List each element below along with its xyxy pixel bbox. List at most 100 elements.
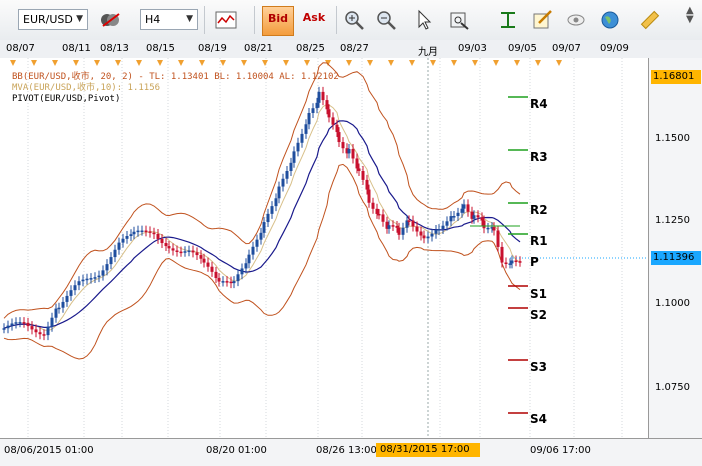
candle-body bbox=[492, 227, 496, 231]
candle-body bbox=[407, 220, 411, 222]
candle-body bbox=[77, 281, 81, 286]
candle-body bbox=[65, 295, 69, 302]
price-tick: 1.1000 bbox=[655, 298, 690, 309]
candle-body bbox=[217, 278, 221, 282]
candle-body bbox=[289, 162, 293, 172]
candle-body bbox=[148, 231, 152, 233]
candle-body bbox=[456, 212, 460, 217]
candle-body bbox=[156, 233, 160, 239]
candle-body bbox=[38, 332, 42, 335]
candle-body bbox=[61, 301, 65, 308]
candle-body bbox=[434, 229, 438, 234]
bollinger-upper-line bbox=[3, 62, 521, 319]
candle-body bbox=[357, 168, 361, 171]
candle-body bbox=[42, 334, 46, 336]
event-marker-icon bbox=[367, 60, 373, 66]
crosshair-icon[interactable] bbox=[446, 6, 474, 34]
draw-icon[interactable] bbox=[528, 6, 556, 34]
candle-body bbox=[109, 257, 113, 265]
candle-body bbox=[125, 236, 129, 239]
candle-body bbox=[73, 285, 77, 291]
candle-body bbox=[50, 317, 54, 327]
zoom-in-icon[interactable] bbox=[340, 6, 368, 34]
candle-body bbox=[508, 263, 512, 265]
candle-body bbox=[460, 208, 464, 213]
candle-body bbox=[175, 250, 179, 253]
legend-mva: MVA(EUR/USD,收市,10): 1.1156 bbox=[12, 83, 161, 93]
symbol-select[interactable]: EUR/USD ▼ bbox=[18, 9, 88, 30]
time-tick: 08/26 13:00 bbox=[316, 445, 377, 456]
candle-body bbox=[466, 204, 470, 212]
price-axis[interactable]: 1.16801 1.1500 1.1250 1.11396 1.1000 1.0… bbox=[648, 58, 702, 438]
candle-body bbox=[355, 158, 359, 169]
candle-body bbox=[30, 326, 34, 330]
candle-body bbox=[391, 225, 395, 227]
candle-body bbox=[152, 232, 156, 235]
candle-body bbox=[361, 170, 365, 180]
toolbar: EUR/USD ▼ H4 ▼ Bid Ask ▲ ▼ bbox=[0, 0, 702, 41]
candle-body bbox=[18, 322, 22, 324]
candle-body bbox=[81, 279, 85, 282]
event-marker-icon bbox=[52, 60, 58, 66]
candle-body bbox=[199, 255, 203, 259]
event-marker-icon bbox=[346, 60, 352, 66]
price-tick: 1.1500 bbox=[655, 133, 690, 144]
bid-button[interactable]: Bid bbox=[262, 6, 294, 36]
top-date-strip: 08/07 08/11 08/13 08/15 08/19 08/21 08/2… bbox=[0, 40, 702, 59]
event-marker-icon bbox=[325, 60, 331, 66]
chart-type-icon[interactable] bbox=[212, 6, 240, 34]
candle-body bbox=[2, 328, 6, 330]
zoom-out-icon[interactable] bbox=[372, 6, 400, 34]
candle-body bbox=[437, 229, 441, 231]
pivot-label-s2: S2 bbox=[530, 308, 547, 322]
top-date: 08/27 bbox=[340, 43, 369, 54]
visibility-icon[interactable] bbox=[562, 6, 590, 34]
candle-body bbox=[129, 234, 133, 237]
indicators-icon[interactable] bbox=[494, 6, 522, 34]
event-marker-icon bbox=[283, 60, 289, 66]
timeframe-select[interactable]: H4 ▼ bbox=[140, 9, 198, 30]
candle-body bbox=[259, 232, 263, 240]
top-date: 09/07 bbox=[552, 43, 581, 54]
plot-background bbox=[0, 58, 648, 438]
scroll-arrows-icon[interactable]: ▲ ▼ bbox=[686, 5, 694, 25]
top-date: 08/21 bbox=[244, 43, 273, 54]
pivot-label-r3: R3 bbox=[530, 150, 548, 164]
pivot-label-p: P bbox=[530, 255, 539, 269]
candle-body bbox=[191, 250, 195, 253]
top-date: 09/05 bbox=[508, 43, 537, 54]
candle-body bbox=[26, 322, 30, 327]
candle-body bbox=[89, 278, 93, 280]
candle-body bbox=[510, 260, 514, 264]
crosshair-time-tag: 08/31/2015 17:00 bbox=[376, 443, 480, 457]
bid-label: Bid bbox=[267, 12, 289, 25]
candle-body bbox=[315, 102, 319, 109]
event-marker-icon bbox=[241, 60, 247, 66]
toolbar-separator bbox=[204, 6, 205, 34]
candle-body bbox=[445, 221, 449, 226]
pointer-icon[interactable] bbox=[410, 6, 438, 34]
candle-body bbox=[54, 308, 58, 318]
time-axis[interactable]: 08/06/2015 01:00 08/20 01:00 08/26 13:00… bbox=[0, 438, 702, 466]
candle-body bbox=[387, 225, 391, 229]
candle-body bbox=[311, 108, 315, 113]
event-marker-icon bbox=[262, 60, 268, 66]
currency-pair-icon[interactable] bbox=[96, 6, 124, 34]
pivot-label-s4: S4 bbox=[530, 412, 547, 426]
candle-body bbox=[167, 246, 171, 249]
ruler-icon[interactable] bbox=[636, 6, 664, 34]
candle-body bbox=[365, 179, 369, 190]
candle-body bbox=[449, 216, 453, 222]
candle-body bbox=[500, 246, 504, 263]
candle-body bbox=[206, 262, 210, 267]
candle-body bbox=[132, 231, 136, 235]
candle-body bbox=[14, 322, 18, 324]
ask-button[interactable]: Ask bbox=[298, 6, 330, 36]
price-chart[interactable] bbox=[0, 58, 648, 438]
price-tick: 1.1250 bbox=[655, 215, 690, 226]
top-date: 08/15 bbox=[146, 43, 175, 54]
globe-icon[interactable] bbox=[596, 6, 624, 34]
event-marker-icon bbox=[430, 60, 436, 66]
candle-body bbox=[375, 208, 379, 214]
event-marker-icon bbox=[31, 60, 37, 66]
